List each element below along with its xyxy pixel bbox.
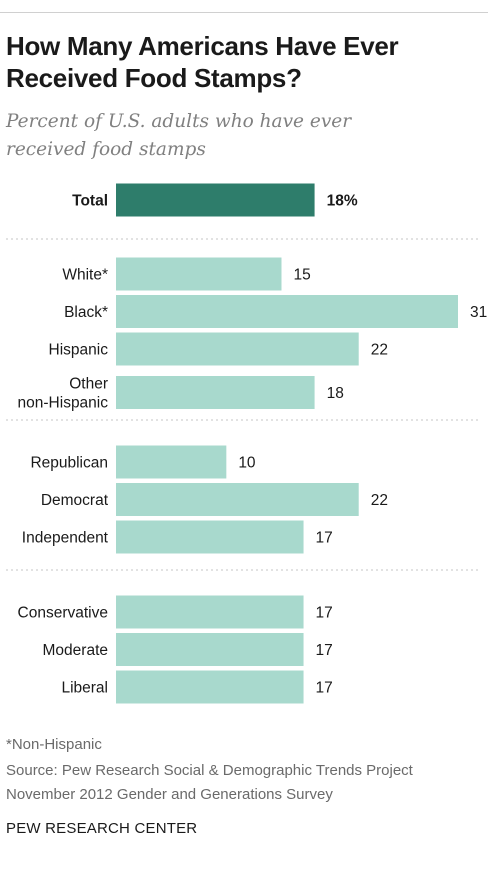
value-label: 15 <box>293 267 310 284</box>
chart-title-line-1: How Many Americans Have Ever <box>6 31 399 61</box>
category-label: Republican <box>30 455 108 472</box>
bar-moderate <box>116 633 304 666</box>
bar-independent <box>116 520 304 554</box>
value-label: 17 <box>316 642 333 659</box>
category-label: Democrat <box>41 492 109 509</box>
top-rule <box>0 12 488 13</box>
value-label: 18 <box>327 385 344 402</box>
category-label: White* <box>62 267 108 284</box>
category-label: Hispanic <box>49 342 109 359</box>
bar-conservative <box>116 595 304 629</box>
category-label: Total <box>72 193 108 210</box>
value-label: 17 <box>316 680 333 697</box>
category-label: Other non-Hispanic <box>18 376 109 412</box>
bar-other-non-hispanic <box>116 376 315 409</box>
chart-subtitle-line-2: received food stamps <box>6 139 206 160</box>
bar-total <box>116 183 315 217</box>
category-label: Independent <box>22 530 109 547</box>
value-label: 17 <box>316 605 333 622</box>
bar-hispanic <box>116 332 359 366</box>
publisher-credit: PEW RESEARCH CENTER <box>6 820 198 837</box>
value-label: 22 <box>371 342 388 359</box>
value-label: 22 <box>371 492 388 509</box>
value-label: 10 <box>238 455 256 472</box>
bar-democrat <box>116 483 359 516</box>
value-label: 17 <box>316 530 333 547</box>
bar-chart: Total 18% White* 15 Black* 31 Hispanic 22 Other n… <box>6 183 487 704</box>
bar-republican <box>116 445 227 479</box>
category-label: Moderate <box>43 642 108 659</box>
chart-title: How Many Americans Have Ever Received Fo… <box>6 30 476 94</box>
bar-white <box>116 257 282 291</box>
chart-title-line-2: Received Food Stamps? <box>6 63 302 93</box>
category-label: Black* <box>64 304 108 321</box>
category-label: Conservative <box>18 605 108 622</box>
value-label: 31 <box>470 304 487 321</box>
source-line-2: November 2012 Gender and Generations Sur… <box>6 786 333 803</box>
source-line-1: Source: Pew Research Social & Demographi… <box>6 762 413 779</box>
category-label: Liberal <box>61 680 108 697</box>
bar-liberal <box>116 670 304 704</box>
footnote-non-hispanic: *Non-Hispanic <box>6 736 102 753</box>
value-label: 18% <box>327 193 358 210</box>
chart-subtitle: Percent of U.S. adults who have ever rec… <box>6 108 476 164</box>
chart-subtitle-line-1: Percent of U.S. adults who have ever <box>6 111 352 132</box>
bar-black <box>116 295 458 328</box>
